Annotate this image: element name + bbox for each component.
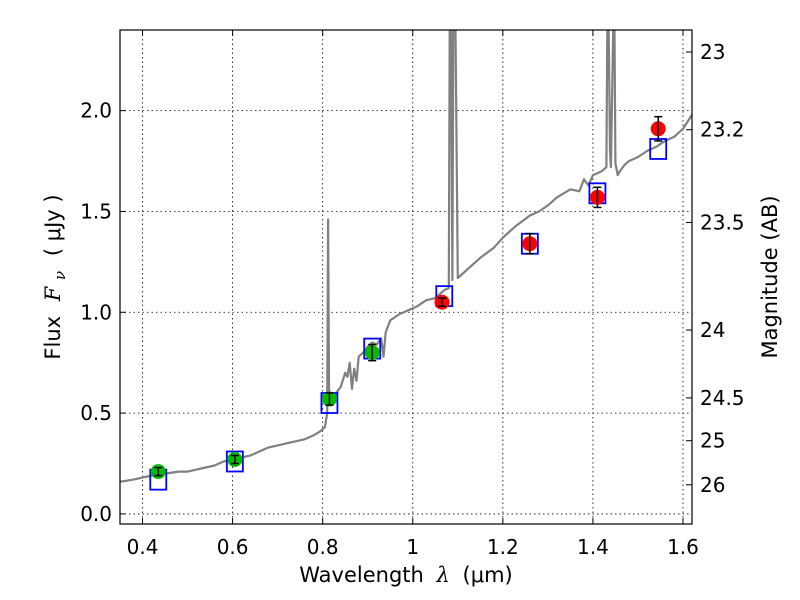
- series-layer: [120, 30, 692, 483]
- y2-tick-label: 24: [700, 318, 725, 342]
- y2-tick-label: 23.5: [700, 210, 745, 234]
- y2-tick-label: 23: [700, 40, 725, 64]
- y2-tick-label: 24.5: [700, 386, 745, 410]
- x-tick-label: 0.8: [307, 535, 339, 559]
- x-tick-label: 1: [406, 535, 419, 559]
- y-tick-label: 1.5: [80, 199, 112, 223]
- x-tick-label: 0.6: [217, 535, 249, 559]
- y-axis-label-prefix: Flux: [41, 316, 65, 360]
- grid: [120, 30, 692, 524]
- y-tick-label: 1.0: [80, 300, 112, 324]
- y-axis-label-subscript: ν: [51, 271, 69, 280]
- y2-axis-label: Magnitude (AB): [758, 195, 782, 358]
- y2-axis-ticks: 23 23.2 23.5 24 24.5 25 26: [686, 40, 745, 497]
- x-tick-label: 1.6: [667, 535, 699, 559]
- spectrum-line: [120, 30, 692, 483]
- y-axis-label: Flux F ν ( μJy ): [41, 194, 70, 359]
- y-tick-label: 0.0: [80, 502, 112, 526]
- y-axis-label-symbol: F: [41, 285, 65, 302]
- x-axis-label-unit: (μm): [463, 563, 513, 587]
- y-axis-ticks: 0.0 0.5 1.0 1.5 2.0: [80, 99, 126, 526]
- y2-tick-label: 26: [700, 473, 725, 497]
- x-axis-label-symbol: λ: [436, 563, 450, 587]
- y2-tick-label: 23.2: [700, 118, 745, 142]
- y-tick-label: 0.5: [80, 401, 112, 425]
- marker-layer: [149, 115, 668, 491]
- x-axis-ticks: 0.4 0.6 0.8 1 1.2 1.4 1.6: [127, 30, 699, 559]
- plot-frame: [119, 29, 693, 525]
- plot-area: [120, 30, 692, 491]
- x-tick-label: 1.4: [577, 535, 609, 559]
- model-square-marker: [225, 450, 244, 473]
- x-axis-label-prefix: Wavelength: [299, 563, 424, 587]
- y-axis-label-unit: ( μJy ): [41, 194, 65, 256]
- x-tick-label: 1.2: [487, 535, 519, 559]
- x-axis-label: Wavelength λ (μm): [299, 563, 512, 587]
- y-tick-label: 2.0: [80, 99, 112, 123]
- x-tick-label: 0.4: [127, 535, 159, 559]
- y2-tick-label: 25: [700, 429, 725, 453]
